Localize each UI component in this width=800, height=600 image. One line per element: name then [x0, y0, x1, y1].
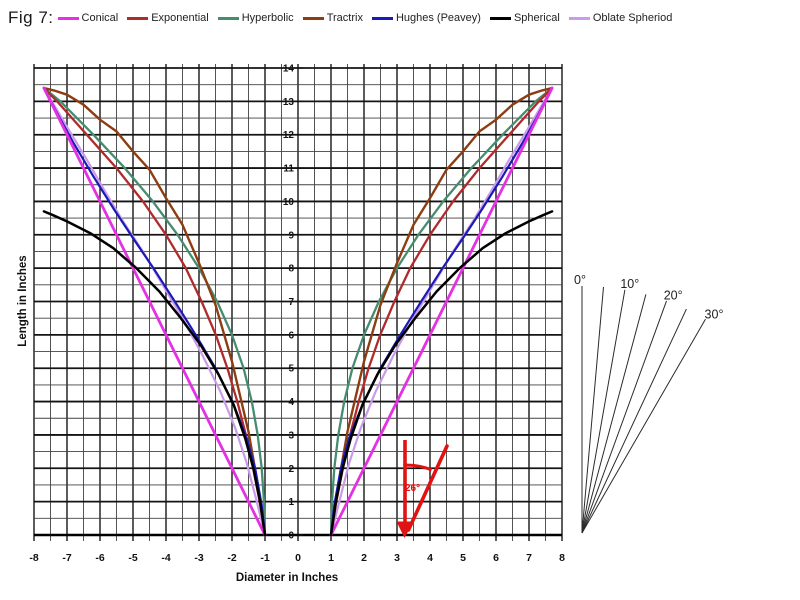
y-tick-label: 0 — [288, 531, 294, 542]
hyperbolic-color-swatch — [217, 16, 239, 20]
annotation-arc — [403, 463, 433, 472]
tractrix-color-swatch — [302, 16, 324, 20]
x-tick-label: 0 — [295, 552, 301, 564]
x-tick-label: 6 — [493, 552, 499, 564]
y-tick-label: 14 — [283, 64, 295, 75]
figure-label: Fig 7: — [8, 8, 54, 27]
y-tick-label: 4 — [288, 397, 294, 408]
fan-line-15deg — [581, 294, 647, 534]
legend-label: Oblate Spheriod — [592, 12, 673, 24]
y-tick-label: 8 — [288, 264, 294, 275]
fan-line-30deg — [581, 318, 706, 534]
legend-label: Hughes (Peavey) — [395, 12, 481, 24]
x-tick-label: -1 — [260, 552, 269, 564]
oblate-spheriod-color-swatch — [568, 16, 590, 20]
y-tick-label: 13 — [283, 97, 295, 108]
spherical-color-swatch — [489, 16, 511, 20]
y-tick-label: 5 — [288, 364, 294, 375]
legend-item-exponential: Exponential — [127, 12, 209, 24]
y-tick-label: 11 — [283, 164, 294, 175]
hughes-peavey-color-swatch — [371, 16, 393, 20]
legend-item-conical: Conical — [57, 12, 119, 24]
curve-spherical — [42, 210, 554, 537]
legend-item-hyperbolic: Hyperbolic — [217, 12, 294, 24]
legend: Conical Exponential Hyperbolic Tractrix Hugh… — [57, 12, 682, 24]
x-tick-label: 4 — [427, 552, 433, 564]
curve-hughes-peavey — [42, 86, 554, 537]
x-tick-label: 1 — [328, 552, 334, 564]
x-tick-label: -7 — [62, 552, 71, 564]
legend-item-tractrix: Tractrix — [302, 12, 363, 24]
legend-label: Spherical — [513, 12, 560, 24]
fan-line-5deg — [581, 286, 604, 534]
y-tick-label: 10 — [283, 197, 295, 208]
y-tick-label: 7 — [288, 297, 294, 308]
legend-label: Hyperbolic — [241, 12, 294, 24]
curve-oblate-spheriod — [42, 86, 554, 537]
curve-conical — [42, 86, 554, 537]
x-tick-label: 8 — [559, 552, 565, 564]
legend-label: Tractrix — [326, 12, 363, 24]
fan-label-0deg: 0° — [574, 273, 586, 287]
legend-label: Conical — [81, 12, 119, 24]
x-tick-label: -5 — [128, 552, 137, 564]
x-tick-label: -3 — [194, 552, 203, 564]
fan-line-20deg — [581, 300, 667, 534]
y-tick-label: 9 — [288, 230, 294, 241]
legend-label: Exponential — [151, 12, 209, 24]
fan-line-25deg — [581, 308, 687, 534]
exponential-color-swatch — [127, 16, 149, 20]
y-tick-label: 2 — [288, 464, 294, 475]
y-tick-label: 12 — [283, 130, 295, 141]
x-tick-label: -2 — [227, 552, 236, 564]
x-tick-label: -4 — [161, 552, 170, 564]
legend-item-oblate-spheriod: Oblate Spheriod — [568, 12, 673, 24]
curve-hyperbolic — [42, 86, 554, 537]
fan-label-30deg: 30° — [705, 308, 724, 322]
legend-item-hughes-peavey: Hughes (Peavey) — [371, 12, 481, 24]
x-tick-label: -6 — [95, 552, 104, 564]
y-tick-label: 3 — [288, 430, 294, 441]
x-axis-title: Diameter in Inches — [236, 572, 338, 584]
annotation-angle-label: 26° — [405, 483, 420, 494]
x-tick-label: -8 — [29, 552, 38, 564]
fan-line-10deg — [581, 289, 626, 534]
curve-tractrix — [42, 86, 554, 537]
y-axis-title: Length in Inches — [17, 255, 29, 346]
fan-label-10deg: 10° — [620, 277, 639, 291]
conical-color-swatch — [57, 16, 79, 20]
figure-header: Fig 7: Conical Exponential Hyperbolic Tract… — [8, 8, 681, 28]
y-tick-label: 6 — [288, 330, 294, 341]
x-tick-label: 5 — [460, 552, 466, 564]
fan-label-20deg: 20° — [664, 289, 683, 303]
x-tick-label: 7 — [526, 552, 532, 564]
legend-item-spherical: Spherical — [489, 12, 560, 24]
x-tick-label: 3 — [394, 552, 400, 564]
annotation-angled-line — [406, 444, 449, 532]
x-tick-label: 2 — [361, 552, 367, 564]
y-tick-label: 1 — [288, 497, 294, 508]
